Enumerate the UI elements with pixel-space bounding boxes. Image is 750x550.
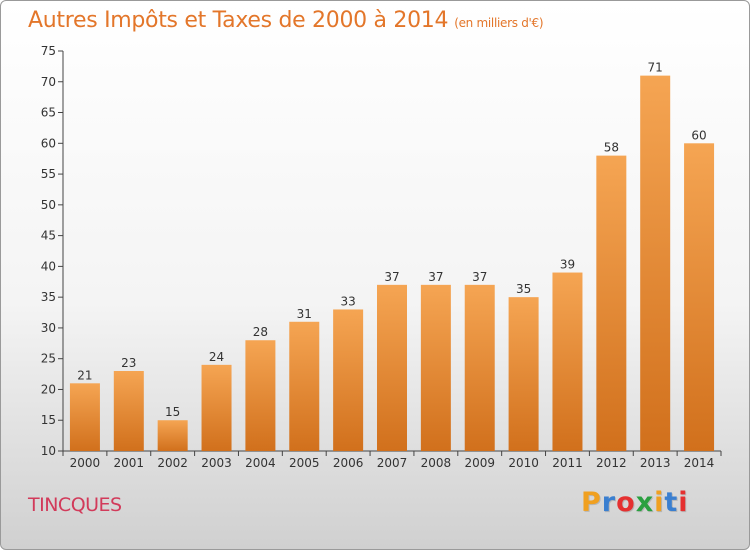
x-tick-label: 2006 (333, 456, 364, 470)
y-tick-label: 60 (41, 136, 56, 150)
y-tick-label: 75 (41, 44, 56, 58)
x-tick-label: 2014 (684, 456, 715, 470)
bar-value-label: 37 (472, 270, 487, 284)
logo-letter: i (654, 487, 665, 518)
y-tick-label: 40 (41, 259, 56, 273)
bar (640, 75, 671, 451)
bar-value-label: 23 (121, 356, 136, 370)
bar-value-label: 15 (165, 405, 180, 419)
y-tick-label: 55 (41, 167, 56, 181)
chart-unit: (en milliers d'€) (454, 16, 544, 30)
chart-title: Autres Impôts et Taxes de 2000 à 2014 (en… (28, 8, 544, 33)
bar-value-label: 58 (604, 141, 619, 155)
value-labels: 21 23 15 24 28 31 33 37 37 37 35 39 58 71 60 (77, 61, 706, 420)
bar-value-label: 21 (77, 368, 92, 382)
logo-letter: o (616, 487, 636, 518)
y-tick-label: 20 (41, 382, 56, 396)
y-tick-label: 45 (41, 229, 56, 243)
logo-letter: P (581, 487, 602, 518)
x-tick-label: 2001 (114, 456, 145, 470)
bar (69, 383, 100, 451)
bar (245, 340, 276, 451)
bar-value-label: 37 (384, 270, 399, 284)
logo-letter: x (635, 487, 655, 518)
y-tick-label: 35 (41, 290, 56, 304)
commune-name: TINCQUES (28, 494, 122, 516)
bars (69, 75, 715, 452)
x-tick-label: 2010 (508, 456, 539, 470)
x-tick-label: 2009 (464, 456, 495, 470)
bar (596, 155, 627, 451)
bar (113, 371, 144, 451)
x-tick-label: 2002 (157, 456, 188, 470)
bar-value-label: 37 (428, 270, 443, 284)
x-tick-label: 2007 (377, 456, 408, 470)
logo-letter: t (664, 487, 679, 518)
chart-title-text: Autres Impôts et Taxes de 2000 à 2014 (28, 8, 449, 33)
logo-letter: i (678, 487, 689, 518)
bar-value-label: 33 (340, 294, 355, 308)
y-tick-label: 15 (41, 413, 56, 427)
proxiti-logo: Proxiti (581, 487, 689, 518)
bar (420, 284, 451, 451)
x-tick-label: 2004 (245, 456, 276, 470)
y-tick-label: 30 (41, 321, 56, 335)
x-tick-label: 2011 (552, 456, 583, 470)
bar-value-label: 60 (691, 128, 706, 142)
bar (157, 420, 188, 451)
bar-value-label: 39 (560, 258, 575, 272)
bar (464, 284, 495, 451)
y-tick-label: 50 (41, 198, 56, 212)
x-tick-label: 2003 (201, 456, 232, 470)
bar (508, 297, 539, 451)
logo-letter: r (601, 487, 617, 518)
y-tick-label: 70 (41, 75, 56, 89)
bar (333, 309, 364, 451)
x-axis: 2000 2001 2002 2003 2004 2005 2006 2007 2008 2009… (62, 450, 722, 470)
bar-value-label: 28 (253, 325, 268, 339)
bar (377, 284, 407, 451)
bar (684, 143, 715, 452)
x-tick-label: 2012 (596, 456, 627, 470)
bar-value-label: 71 (648, 61, 663, 75)
x-tick-label: 2000 (70, 456, 101, 470)
bar (289, 321, 320, 451)
x-tick-label: 2013 (640, 456, 671, 470)
bar-value-label: 35 (516, 282, 531, 296)
bar (552, 272, 583, 451)
y-tick-label: 25 (41, 352, 56, 366)
bar-value-label: 24 (209, 350, 224, 364)
y-tick-label: 10 (41, 444, 56, 458)
x-tick-label: 2008 (421, 456, 452, 470)
y-tick-label: 65 (41, 106, 56, 120)
x-tick-label: 2005 (289, 456, 320, 470)
y-axis: 10 15 20 25 30 35 40 45 50 55 60 65 70 75 (41, 44, 64, 458)
bar (201, 364, 232, 451)
bar-value-label: 31 (297, 307, 312, 321)
